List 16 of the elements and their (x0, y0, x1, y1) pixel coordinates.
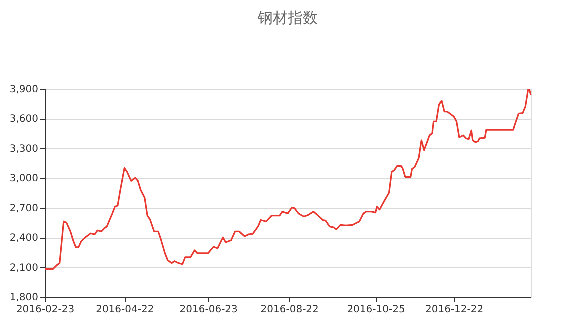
y-tick-label: 1,800 (10, 292, 38, 304)
x-tick-label: 2016-06-23 (180, 304, 238, 316)
y-tick-label: 3,600 (10, 114, 38, 126)
x-tick-label: 2016-10-25 (347, 304, 406, 316)
chart-title: 钢材指数 (257, 9, 318, 27)
x-tick-label: 2016-02-23 (16, 304, 75, 316)
y-tick-label: 2,400 (10, 233, 38, 244)
x-tick-label: 2016-04-22 (96, 304, 154, 316)
x-tick-label: 2016-08-22 (260, 304, 319, 316)
x-tick-label: 2016-12-22 (425, 304, 484, 316)
y-tick-label: 2,700 (10, 203, 38, 214)
y-tick-label: 3,900 (10, 84, 38, 96)
line-series (44, 89, 532, 270)
y-tick-label: 3,300 (10, 144, 38, 155)
y-tick-label: 2,100 (10, 262, 38, 274)
y-tick-label: 3,000 (10, 174, 38, 185)
